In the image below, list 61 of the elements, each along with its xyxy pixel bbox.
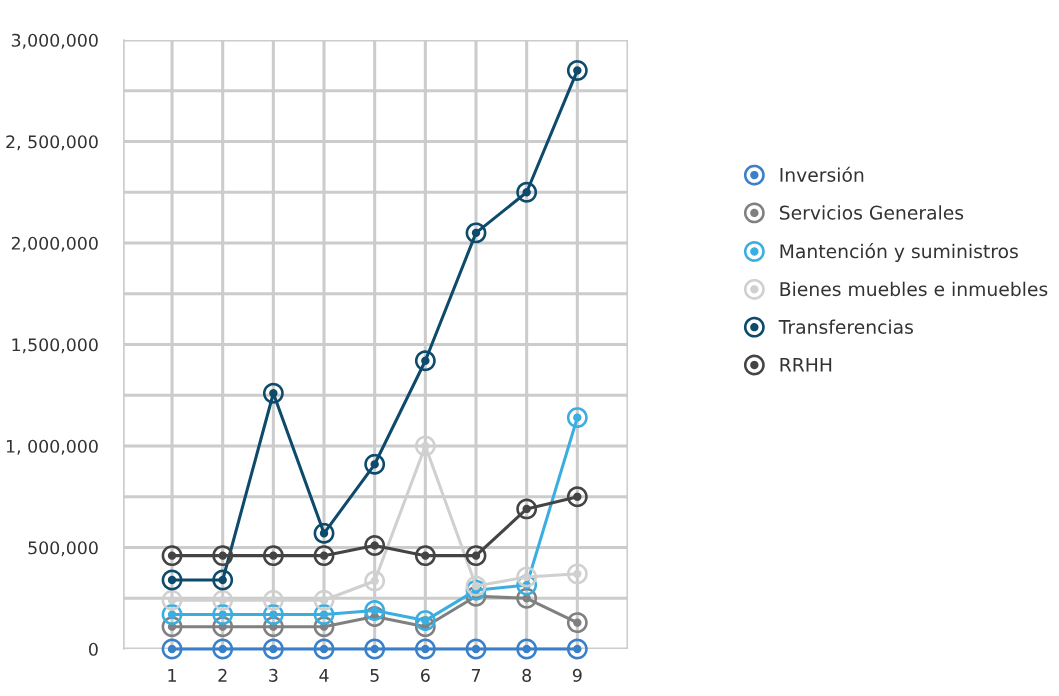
point — [313, 638, 335, 660]
point — [465, 545, 487, 567]
point — [212, 545, 234, 567]
point — [364, 453, 386, 475]
legend-label: Inversión — [780, 166, 864, 182]
x-tick-label: 1 — [168, 669, 176, 682]
point — [212, 569, 234, 591]
point — [465, 222, 487, 244]
point — [212, 589, 234, 611]
y-tick-label: 1, 000,000 — [6, 439, 98, 455]
point — [566, 486, 588, 508]
point — [465, 638, 487, 660]
point — [161, 545, 183, 567]
point — [566, 638, 588, 660]
x-tick-label: 2 — [218, 668, 227, 682]
point — [414, 350, 436, 372]
point — [364, 535, 386, 556]
point — [516, 638, 538, 660]
legend-label: Mantención y suministros — [780, 243, 1018, 262]
point — [516, 566, 538, 588]
point — [566, 612, 588, 634]
point — [161, 569, 183, 591]
point — [516, 498, 538, 520]
point — [566, 60, 588, 81]
point — [161, 589, 183, 611]
y-tick-label: 500,000 — [28, 541, 98, 557]
legend-label: Servicios Generales — [779, 205, 964, 220]
point — [566, 563, 588, 585]
point — [262, 589, 284, 611]
y-tick-label: 1,500,000 — [12, 338, 98, 354]
point — [414, 545, 436, 567]
point — [516, 181, 538, 203]
point — [313, 522, 335, 544]
legend-label: RRHH — [780, 357, 832, 372]
y-tick-label: 0 — [89, 642, 98, 656]
y-tick-label: 3,000,000 — [11, 33, 98, 49]
point — [262, 545, 284, 567]
point — [212, 638, 234, 660]
legend-label: Transferencias — [778, 319, 913, 335]
legend-label: Bienes muebles e inmuebles — [780, 281, 1048, 297]
x-tick-label: 7 — [471, 669, 481, 682]
x-tick-label: 6 — [421, 668, 430, 682]
x-tick-label: 5 — [370, 669, 379, 682]
point — [313, 589, 335, 611]
point — [262, 382, 284, 404]
point — [161, 638, 183, 660]
point — [414, 638, 436, 660]
x-tick-label: 4 — [319, 669, 329, 682]
point — [364, 570, 386, 592]
point — [566, 407, 588, 429]
x-tick-label: 3 — [269, 668, 278, 682]
y-tick-label: 2,000,000 — [11, 236, 98, 252]
x-tick-label: 9 — [572, 668, 582, 682]
point — [364, 600, 386, 621]
y-tick-label: 2, 500,000 — [6, 135, 98, 151]
point — [313, 545, 335, 567]
point — [364, 638, 386, 660]
point — [262, 638, 284, 660]
point — [414, 435, 436, 457]
point — [414, 610, 436, 632]
x-tick-label: 8 — [522, 668, 531, 682]
